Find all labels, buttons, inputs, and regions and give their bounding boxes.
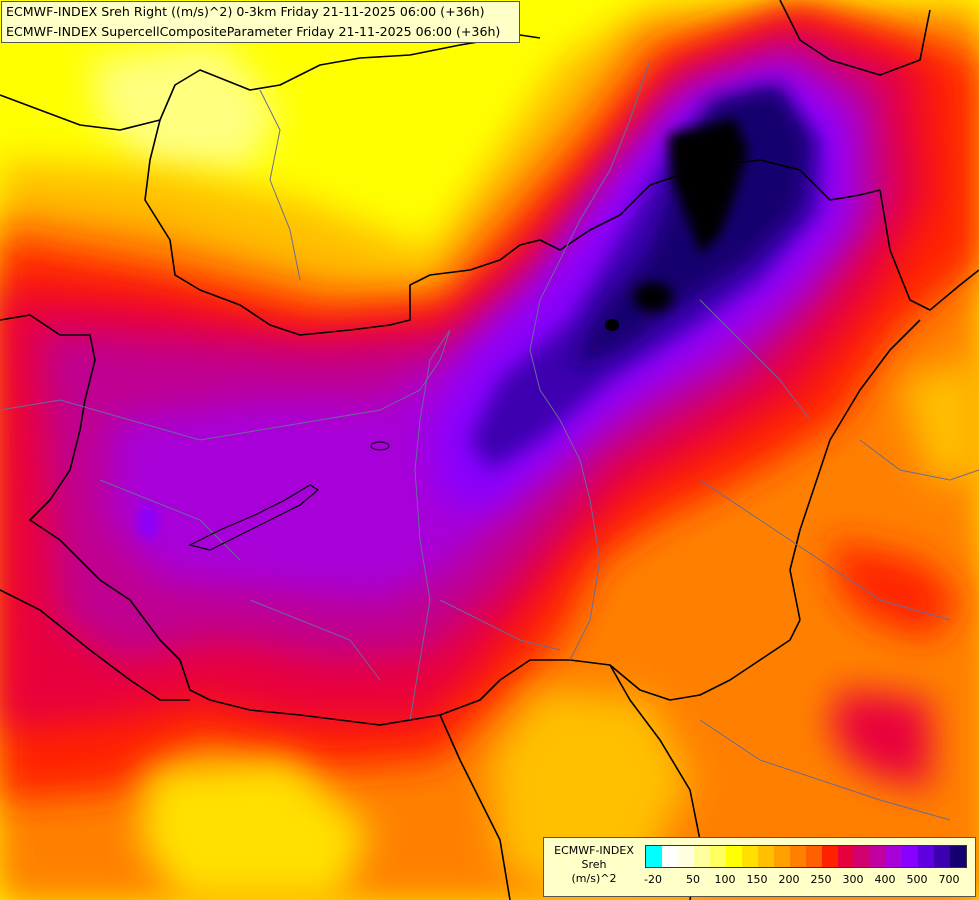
river-danube	[0, 329, 451, 721]
legend-tick-label: 500	[906, 873, 928, 886]
legend-tick-label: -20	[644, 873, 662, 886]
field-band-black-spot	[633, 282, 673, 312]
legend-swatch	[742, 846, 758, 867]
regional-line-southeast	[699, 479, 951, 621]
border-west	[0, 314, 211, 701]
legend-swatch	[870, 846, 886, 867]
legend-swatch	[950, 846, 966, 867]
legend-tick-label: 700	[938, 873, 960, 886]
field-band-gold-east	[900, 360, 979, 480]
legend-tick-label: 200	[778, 873, 800, 886]
legend-swatch	[934, 846, 950, 867]
field-band-light-yellow	[90, 40, 280, 170]
legend-tick-label: 400	[874, 873, 896, 886]
field-band-black-dot	[605, 319, 619, 331]
regional-line-south-east	[699, 719, 951, 821]
legend-tick-label: 150	[746, 873, 768, 886]
legend-swatch	[854, 846, 870, 867]
legend-title: ECMWF-INDEX Sreh (m/s)^2	[548, 844, 640, 886]
legend-color-scale	[645, 845, 967, 868]
regional-line-west	[99, 479, 241, 561]
regional-line-south	[249, 599, 381, 681]
river-tisza	[529, 59, 651, 661]
legend-swatch	[726, 846, 742, 867]
legend-swatch	[662, 846, 678, 867]
legend-swatch	[790, 846, 806, 867]
lake-small	[370, 441, 390, 451]
legend-swatch	[646, 846, 662, 867]
regional-line-east	[699, 299, 811, 421]
legend-swatch	[918, 846, 934, 867]
legend-swatch	[678, 846, 694, 867]
legend-swatch	[758, 846, 774, 867]
legend-swatch	[902, 846, 918, 867]
legend-unit: (m/s)^2	[571, 872, 617, 885]
legend-param: Sreh	[581, 858, 607, 871]
regional-line-far-east	[859, 439, 979, 481]
field-band-navy	[570, 85, 810, 370]
border-southwest	[0, 589, 190, 701]
field-band-red-east	[830, 540, 960, 640]
legend-box: ECMWF-INDEX Sreh (m/s)^2 -20 50 100 150 200 2…	[543, 837, 976, 897]
border-south-branch	[439, 714, 511, 900]
border-north	[0, 34, 541, 131]
legend-swatch	[886, 846, 902, 867]
legend-swatch	[710, 846, 726, 867]
lake-balaton	[188, 484, 320, 551]
field-band-violet-west	[138, 504, 158, 540]
legend-swatch	[806, 846, 822, 867]
legend-tick-label: 50	[686, 873, 700, 886]
map-title-scp: ECMWF-INDEX SupercellCompositeParameter …	[6, 24, 501, 39]
legend-swatch	[694, 846, 710, 867]
field-band-yellow-south	[140, 760, 370, 900]
legend-tick-label: 250	[810, 873, 832, 886]
border-south	[209, 619, 801, 726]
border-northeast	[779, 0, 931, 76]
legend-tick-label: 100	[714, 873, 736, 886]
legend-tick-label: 300	[842, 873, 864, 886]
legend-swatch	[838, 846, 854, 867]
legend-swatch	[774, 846, 790, 867]
border-east	[879, 189, 979, 311]
field-band-black-core	[668, 118, 748, 255]
legend-model: ECMWF-INDEX	[554, 844, 634, 857]
legend-tick-labels: -20 50 100 150 200 250 300 400 500 700	[644, 873, 975, 889]
regional-line-center	[439, 599, 561, 651]
legend-swatch	[822, 846, 838, 867]
map-title-sreh: ECMWF-INDEX Sreh Right ((m/s)^2) 0-3km F…	[6, 4, 485, 19]
border-northwest-loop	[144, 119, 881, 336]
field-band-crimson-east	[830, 690, 930, 790]
rivers-regional-lines	[0, 59, 979, 821]
border-southeast	[789, 319, 921, 621]
map-title-box: ECMWF-INDEX Sreh Right ((m/s)^2) 0-3km F…	[1, 1, 520, 43]
regional-line-north	[259, 89, 301, 281]
